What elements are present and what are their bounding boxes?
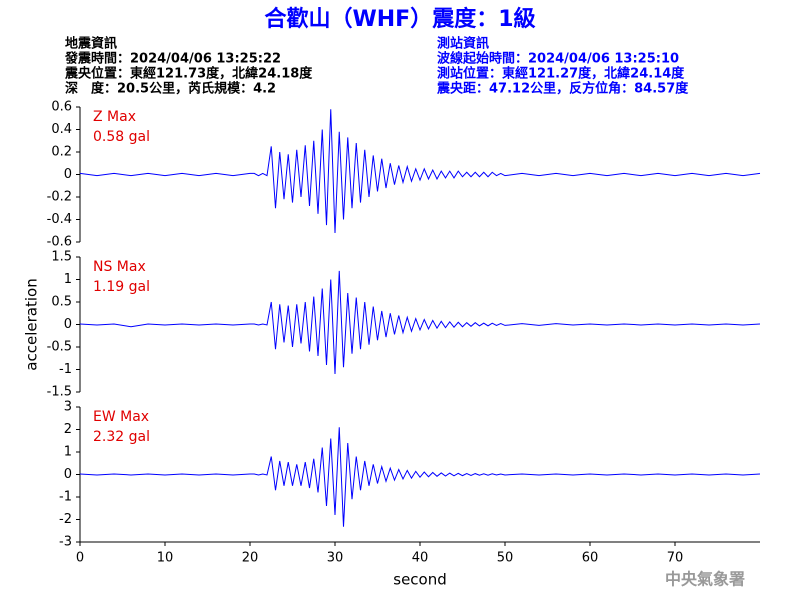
header-left: 發震時間：2024/04/06 13:25:22 [64, 51, 281, 67]
chart-title: 合歡山（WHF）震度：1級 [264, 6, 535, 32]
header-right: 波線起始時間：2024/04/06 13:25:10 [437, 51, 679, 67]
waveform [79, 427, 761, 527]
y-tick-label: 1 [64, 445, 72, 460]
header-right: 測站位置：東經121.27度，北緯24.14度 [437, 66, 685, 82]
header-right: 震央距：47.12公里，反方位角：84.57度 [436, 81, 689, 97]
y-tick-label: -0.5 [47, 340, 72, 355]
x-axis-label: second [393, 571, 447, 589]
annotation: EW Max [93, 409, 149, 425]
x-tick-label: 50 [497, 551, 514, 566]
y-tick-label: 1.5 [51, 250, 72, 265]
y-tick-label: 0 [64, 317, 72, 332]
header-left: 震央位置：東經121.73度，北緯24.18度 [64, 66, 313, 82]
x-tick-label: 10 [157, 551, 174, 566]
annotation: NS Max [93, 259, 146, 275]
y-axis-label: acceleration [23, 278, 41, 370]
x-tick-label: 20 [242, 551, 259, 566]
y-tick-label: -2 [59, 512, 72, 527]
header-left: 地震資訊 [65, 36, 117, 52]
y-tick-label: 2 [64, 422, 72, 437]
y-tick-label: 1 [64, 272, 72, 287]
y-tick-label: 0 [64, 167, 72, 182]
y-tick-label: -0.6 [47, 235, 72, 250]
y-tick-label: -1 [59, 490, 72, 505]
y-tick-label: 3 [64, 400, 72, 415]
y-tick-label: -1.5 [47, 385, 72, 400]
annotation: 2.32 gal [93, 429, 150, 445]
header-left: 深 度：20.5公里，芮氏規模：4.2 [65, 81, 276, 97]
x-tick-label: 30 [327, 551, 344, 566]
annotation: Z Max [93, 109, 136, 125]
y-tick-label: 0.6 [51, 100, 72, 115]
x-tick-label: 0 [76, 551, 84, 566]
y-tick-label: 0.5 [51, 295, 72, 310]
y-tick-label: -0.4 [47, 212, 72, 227]
annotation: 1.19 gal [93, 279, 150, 295]
y-tick-label: 0.2 [51, 145, 72, 160]
x-tick-label: 60 [582, 551, 599, 566]
y-tick-label: -3 [59, 535, 72, 550]
waveform [79, 270, 761, 375]
waveform [79, 109, 761, 234]
y-tick-label: -0.2 [47, 190, 72, 205]
footer: 中央氣象署 [665, 570, 745, 589]
y-tick-label: 0.4 [51, 122, 72, 137]
annotation: 0.58 gal [93, 129, 150, 145]
x-tick-label: 40 [412, 551, 429, 566]
header-right: 測站資訊 [437, 36, 489, 52]
y-tick-label: 0 [64, 467, 72, 482]
y-tick-label: -1 [59, 362, 72, 377]
x-tick-label: 70 [667, 551, 684, 566]
